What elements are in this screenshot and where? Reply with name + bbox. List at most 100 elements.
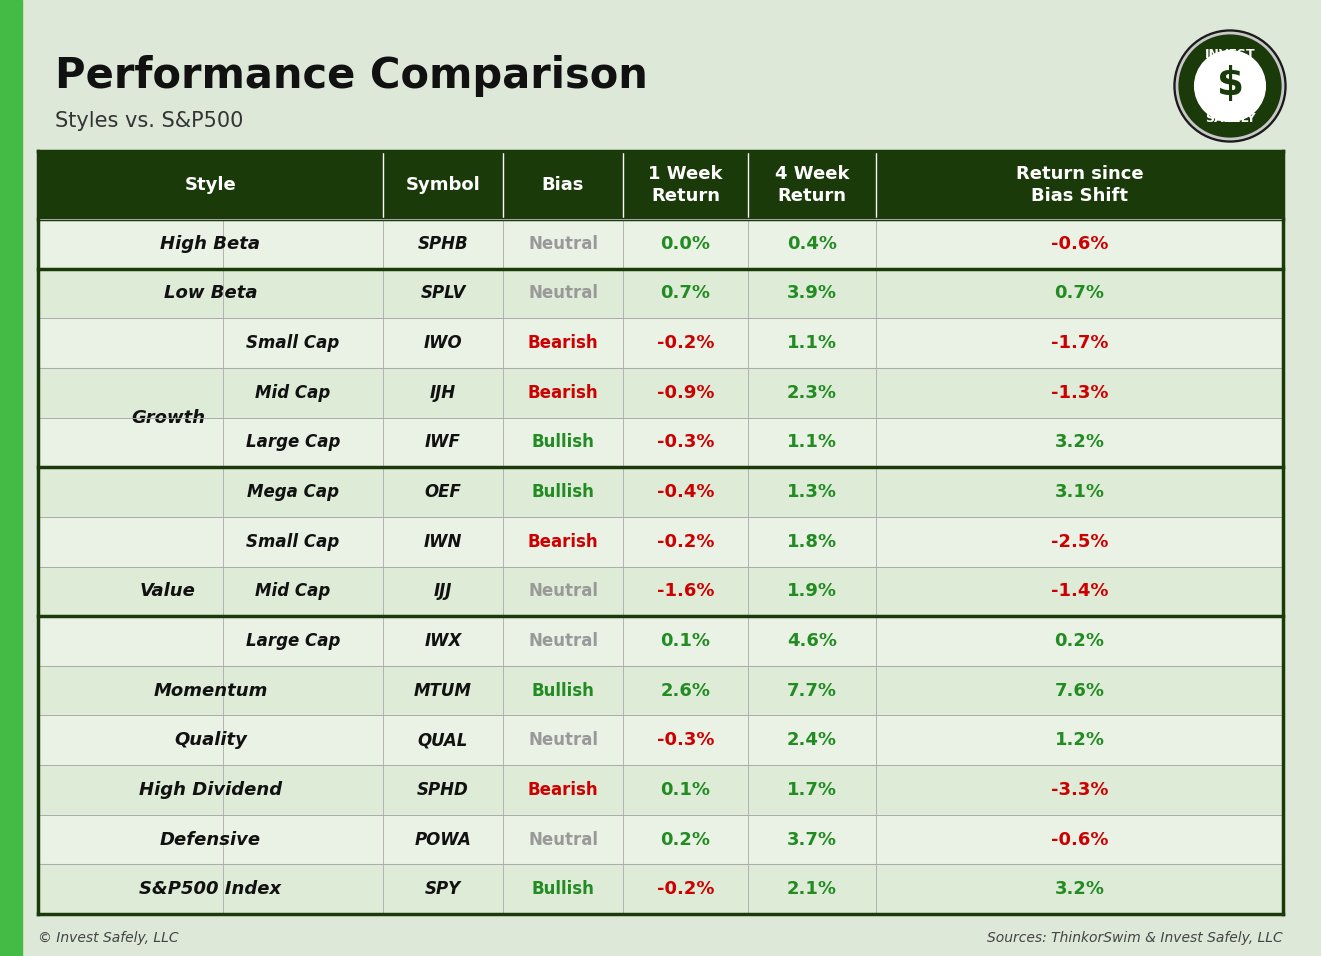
Text: 4.6%: 4.6% [787, 632, 838, 650]
Text: 0.2%: 0.2% [1054, 632, 1104, 650]
Bar [38, 219, 1283, 269]
Bar [0, 0, 22, 956]
Text: Mid Cap: Mid Cap [255, 582, 330, 600]
Text: 1.3%: 1.3% [787, 483, 838, 501]
Text: 0.4%: 0.4% [787, 235, 838, 252]
Text: S&P500 Index: S&P500 Index [140, 880, 281, 899]
Text: Defensive: Defensive [160, 831, 262, 849]
Text: Value: Value [140, 582, 196, 600]
Circle shape [1174, 30, 1287, 142]
Text: IWO: IWO [424, 334, 462, 352]
Text: Bearish: Bearish [527, 532, 598, 551]
Text: -1.3%: -1.3% [1050, 383, 1108, 402]
Text: Small Cap: Small Cap [247, 334, 339, 352]
Text: IWF: IWF [425, 433, 461, 451]
Circle shape [1194, 51, 1266, 121]
Text: -0.2%: -0.2% [657, 334, 715, 352]
Bar [38, 617, 1283, 665]
Bar [38, 467, 1283, 517]
Text: -0.3%: -0.3% [657, 433, 715, 451]
Bar [38, 864, 1283, 914]
Text: 1 Week
Return: 1 Week Return [649, 165, 723, 205]
Text: Growth: Growth [131, 408, 205, 426]
Text: Neutral: Neutral [528, 285, 598, 302]
Text: Small Cap: Small Cap [247, 532, 339, 551]
Text: 0.2%: 0.2% [660, 831, 711, 849]
Text: $: $ [1217, 65, 1243, 103]
Text: 1.9%: 1.9% [787, 582, 838, 600]
Text: -1.7%: -1.7% [1050, 334, 1108, 352]
Text: Style: Style [185, 176, 236, 194]
Bar [38, 815, 1283, 864]
Text: 0.7%: 0.7% [1054, 285, 1104, 302]
Text: POWA: POWA [415, 831, 472, 849]
Text: Bearish: Bearish [527, 383, 598, 402]
Bar [38, 318, 1283, 368]
Text: Bullish: Bullish [531, 433, 594, 451]
Text: High Dividend: High Dividend [139, 781, 283, 799]
Text: SPLV: SPLV [420, 285, 466, 302]
Text: Bullish: Bullish [531, 880, 594, 899]
Bar [38, 151, 1283, 219]
Text: SPY: SPY [425, 880, 461, 899]
Text: OEF: OEF [424, 483, 461, 501]
Text: -1.4%: -1.4% [1050, 582, 1108, 600]
Bar [38, 665, 1283, 715]
Bar [38, 517, 1283, 567]
Text: IWX: IWX [424, 632, 461, 650]
Text: -0.4%: -0.4% [657, 483, 715, 501]
Text: SPHD: SPHD [417, 781, 469, 799]
Text: -2.5%: -2.5% [1050, 532, 1108, 551]
Text: 2.3%: 2.3% [787, 383, 838, 402]
Text: INVEST: INVEST [1205, 49, 1255, 61]
Text: SPHB: SPHB [417, 235, 469, 252]
Circle shape [1178, 34, 1281, 138]
Text: -0.9%: -0.9% [657, 383, 715, 402]
Text: 7.7%: 7.7% [787, 682, 838, 700]
Bar [38, 269, 1283, 318]
Text: Mega Cap: Mega Cap [247, 483, 339, 501]
Text: Bias: Bias [542, 176, 584, 194]
Bar [38, 715, 1283, 765]
Text: Neutral: Neutral [528, 831, 598, 849]
Text: Large Cap: Large Cap [246, 632, 341, 650]
Text: Bullish: Bullish [531, 682, 594, 700]
Text: Neutral: Neutral [528, 632, 598, 650]
Text: Low Beta: Low Beta [164, 285, 258, 302]
Text: 3.2%: 3.2% [1054, 433, 1104, 451]
Text: Return since
Bias Shift: Return since Bias Shift [1016, 165, 1143, 205]
Bar [38, 418, 1283, 467]
Text: Sources: ThinkorSwim & Invest Safely, LLC: Sources: ThinkorSwim & Invest Safely, LL… [987, 931, 1283, 945]
Text: 0.7%: 0.7% [660, 285, 711, 302]
Text: Quality: Quality [174, 731, 247, 750]
Text: 3.7%: 3.7% [787, 831, 838, 849]
Text: IJJ: IJJ [433, 582, 452, 600]
Text: 0.1%: 0.1% [660, 632, 711, 650]
Text: -0.2%: -0.2% [657, 532, 715, 551]
Text: 2.6%: 2.6% [660, 682, 711, 700]
Text: Mid Cap: Mid Cap [255, 383, 330, 402]
Text: Performance Comparison: Performance Comparison [55, 55, 647, 97]
Text: Styles vs. S&P500: Styles vs. S&P500 [55, 111, 243, 131]
Text: 1.2%: 1.2% [1054, 731, 1104, 750]
Text: Neutral: Neutral [528, 582, 598, 600]
Text: High Beta: High Beta [160, 235, 260, 252]
Text: 2.1%: 2.1% [787, 880, 838, 899]
Text: 0.1%: 0.1% [660, 781, 711, 799]
Text: © Invest Safely, LLC: © Invest Safely, LLC [38, 931, 178, 945]
Text: QUAL: QUAL [417, 731, 468, 750]
Text: IWN: IWN [424, 532, 462, 551]
Text: Neutral: Neutral [528, 235, 598, 252]
Bar [38, 765, 1283, 815]
Text: 3.2%: 3.2% [1054, 880, 1104, 899]
Text: SAFELY: SAFELY [1205, 112, 1255, 124]
Text: 3.1%: 3.1% [1054, 483, 1104, 501]
Text: -3.3%: -3.3% [1050, 781, 1108, 799]
Text: -0.6%: -0.6% [1050, 831, 1108, 849]
Text: 2.4%: 2.4% [787, 731, 838, 750]
Text: MTUM: MTUM [413, 682, 472, 700]
Bar [38, 567, 1283, 617]
Text: -0.3%: -0.3% [657, 731, 715, 750]
Text: 1.8%: 1.8% [787, 532, 838, 551]
Text: -0.2%: -0.2% [657, 880, 715, 899]
